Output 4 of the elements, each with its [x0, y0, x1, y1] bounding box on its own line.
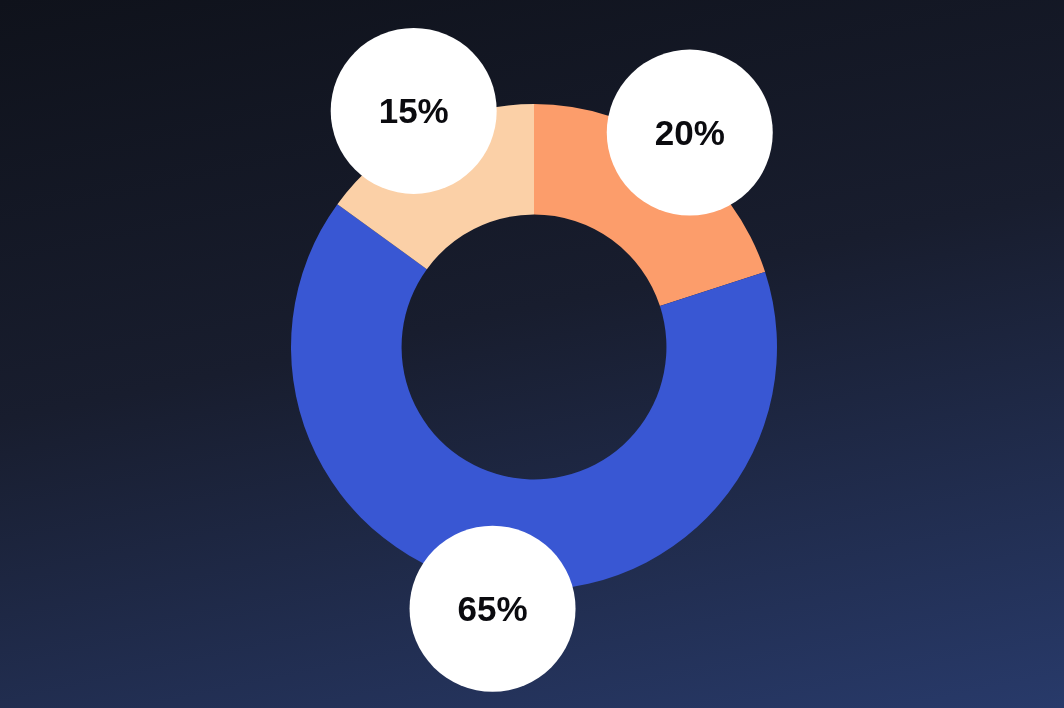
data-label: 20%: [654, 113, 725, 153]
data-label: 15%: [378, 91, 449, 131]
donut-slice: [291, 204, 777, 590]
data-label: 65%: [457, 589, 528, 629]
